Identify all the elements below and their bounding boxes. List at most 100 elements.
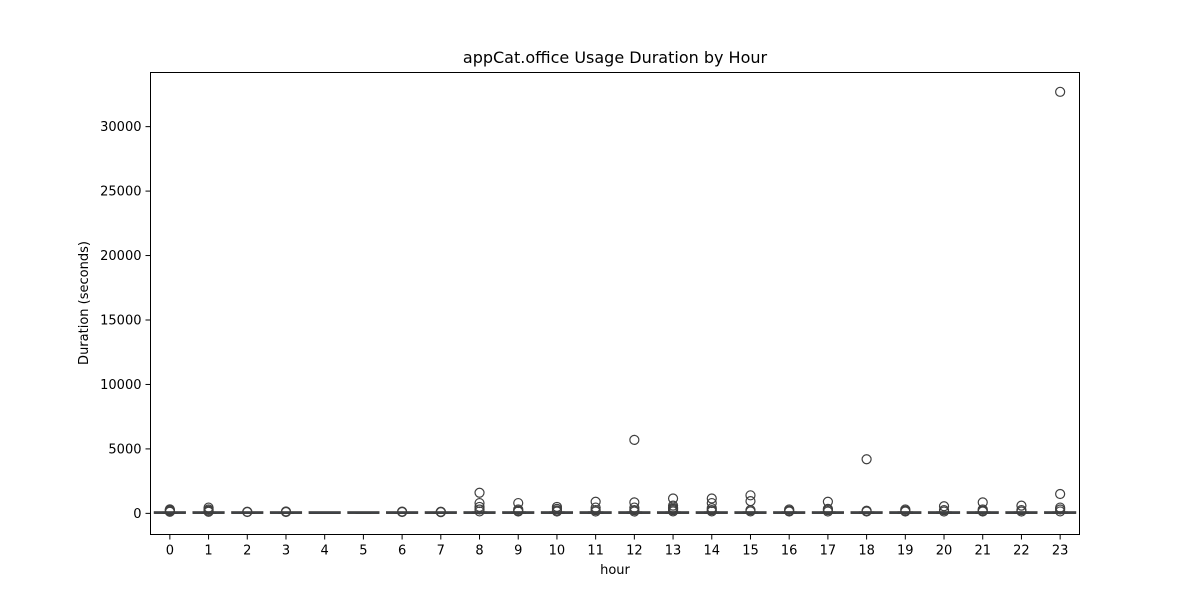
outlier-point [977, 497, 988, 508]
x-tick-label: 8 [475, 544, 483, 559]
outlier-point [1055, 488, 1066, 500]
x-axis: 0 1 2 3 4 5 6 7 8 9 10 11 12 13 14 15 16 17 18 19 20 21 22 23 [166, 534, 1069, 559]
outlier-point [706, 503, 717, 514]
outlier-point [513, 504, 524, 515]
outlier-point [474, 501, 485, 513]
x-tick-label: 16 [781, 544, 798, 559]
plot-area [153, 86, 1077, 518]
outlier-point [590, 505, 601, 516]
x-tick-label: 2 [243, 544, 251, 559]
y-tick-label: 10000 [100, 378, 141, 393]
outlier-point [977, 504, 988, 515]
outlier-point [1055, 502, 1066, 513]
y-tick-label: 15000 [100, 314, 141, 329]
outlier-point [513, 497, 524, 509]
outlier-point [745, 496, 756, 507]
box-hour-2 [231, 506, 264, 518]
box-hour-0 [153, 504, 186, 517]
x-tick-label: 11 [587, 544, 604, 559]
outlier-point [706, 493, 717, 504]
outlier-point [1055, 86, 1066, 97]
outlier-point [822, 496, 833, 507]
box-hour-9 [502, 497, 535, 517]
x-tick-label: 7 [437, 544, 445, 559]
box-hour-16 [773, 504, 806, 517]
y-tick-label: 20000 [100, 249, 141, 264]
x-tick-label: 5 [359, 544, 367, 559]
x-tick-label: 12 [626, 544, 643, 559]
box-hour-6 [386, 506, 419, 518]
y-tick-label: 25000 [100, 185, 141, 200]
y-tick-label: 5000 [108, 442, 141, 457]
outlier-point [784, 504, 795, 515]
outlier-point [822, 503, 833, 514]
outlier-point [590, 502, 601, 513]
x-tick-label: 9 [514, 544, 522, 559]
outlier-point [667, 500, 679, 511]
outlier-point [861, 505, 872, 516]
y-axis-title: Duration (seconds) [77, 241, 92, 365]
outlier-point [667, 493, 679, 504]
outlier-point [164, 504, 175, 515]
box-hour-17 [811, 496, 844, 517]
x-tick-label: 0 [166, 544, 174, 559]
outlier-point [280, 506, 292, 517]
x-tick-label: 15 [742, 544, 759, 559]
x-tick-label: 20 [936, 544, 953, 559]
outlier-point [900, 504, 911, 515]
box-hour-14 [695, 493, 728, 517]
y-tick-label: 0 [133, 507, 141, 522]
chart-title: appCat.office Usage Duration by Hour [463, 48, 768, 67]
box-hour-10 [540, 501, 574, 517]
outlier-point [242, 506, 253, 517]
outlier-point [629, 505, 640, 516]
box-hour-3 [269, 506, 303, 518]
x-tick-label: 6 [398, 544, 406, 559]
x-tick-label: 17 [820, 544, 837, 559]
outlier-point [938, 501, 950, 512]
x-axis-title: hour [600, 563, 630, 578]
box-hour-1 [192, 502, 225, 517]
outlier-point [474, 497, 485, 509]
x-tick-label: 19 [897, 544, 914, 559]
plot-frame [150, 72, 1080, 535]
x-tick-label: 22 [1013, 544, 1030, 559]
outlier-point [745, 490, 756, 501]
box-hour-19 [889, 504, 922, 517]
x-tick-label: 13 [665, 544, 682, 559]
box-hour-20 [927, 501, 961, 517]
x-tick-label: 1 [204, 544, 212, 559]
outlier-point [938, 505, 950, 516]
outlier-point [1016, 500, 1027, 511]
x-tick-label: 3 [282, 544, 290, 559]
box-hour-22 [1005, 500, 1038, 517]
box-hour-8 [463, 487, 496, 517]
outlier-point [706, 497, 717, 509]
outlier-point [861, 454, 872, 465]
box-hour-5 [347, 511, 380, 514]
box-hour-21 [966, 497, 999, 517]
outlier-point [474, 504, 485, 515]
box-hour-12 [618, 434, 651, 517]
y-axis: 0 5000 10000 15000 20000 25000 30000 [100, 120, 151, 522]
x-tick-label: 14 [703, 544, 720, 559]
outlier-point [474, 487, 485, 498]
box-hour-4 [308, 511, 341, 514]
x-tick-label: 21 [974, 544, 991, 559]
y-tick-label: 30000 [100, 120, 141, 135]
box-hour-7 [424, 506, 457, 518]
outlier-point [551, 501, 563, 513]
x-tick-label: 18 [858, 544, 875, 559]
x-tick-label: 23 [1052, 544, 1069, 559]
box-hour-13 [656, 493, 690, 517]
outlier-point [590, 496, 601, 507]
outlier-point [203, 502, 214, 513]
outlier-point [397, 506, 408, 517]
outlier-point [435, 506, 446, 517]
x-tick-label: 4 [321, 544, 329, 559]
box-hour-23 [1044, 86, 1077, 517]
box-hour-18 [850, 454, 883, 517]
outlier-point [629, 497, 640, 508]
outlier-point [629, 502, 640, 513]
